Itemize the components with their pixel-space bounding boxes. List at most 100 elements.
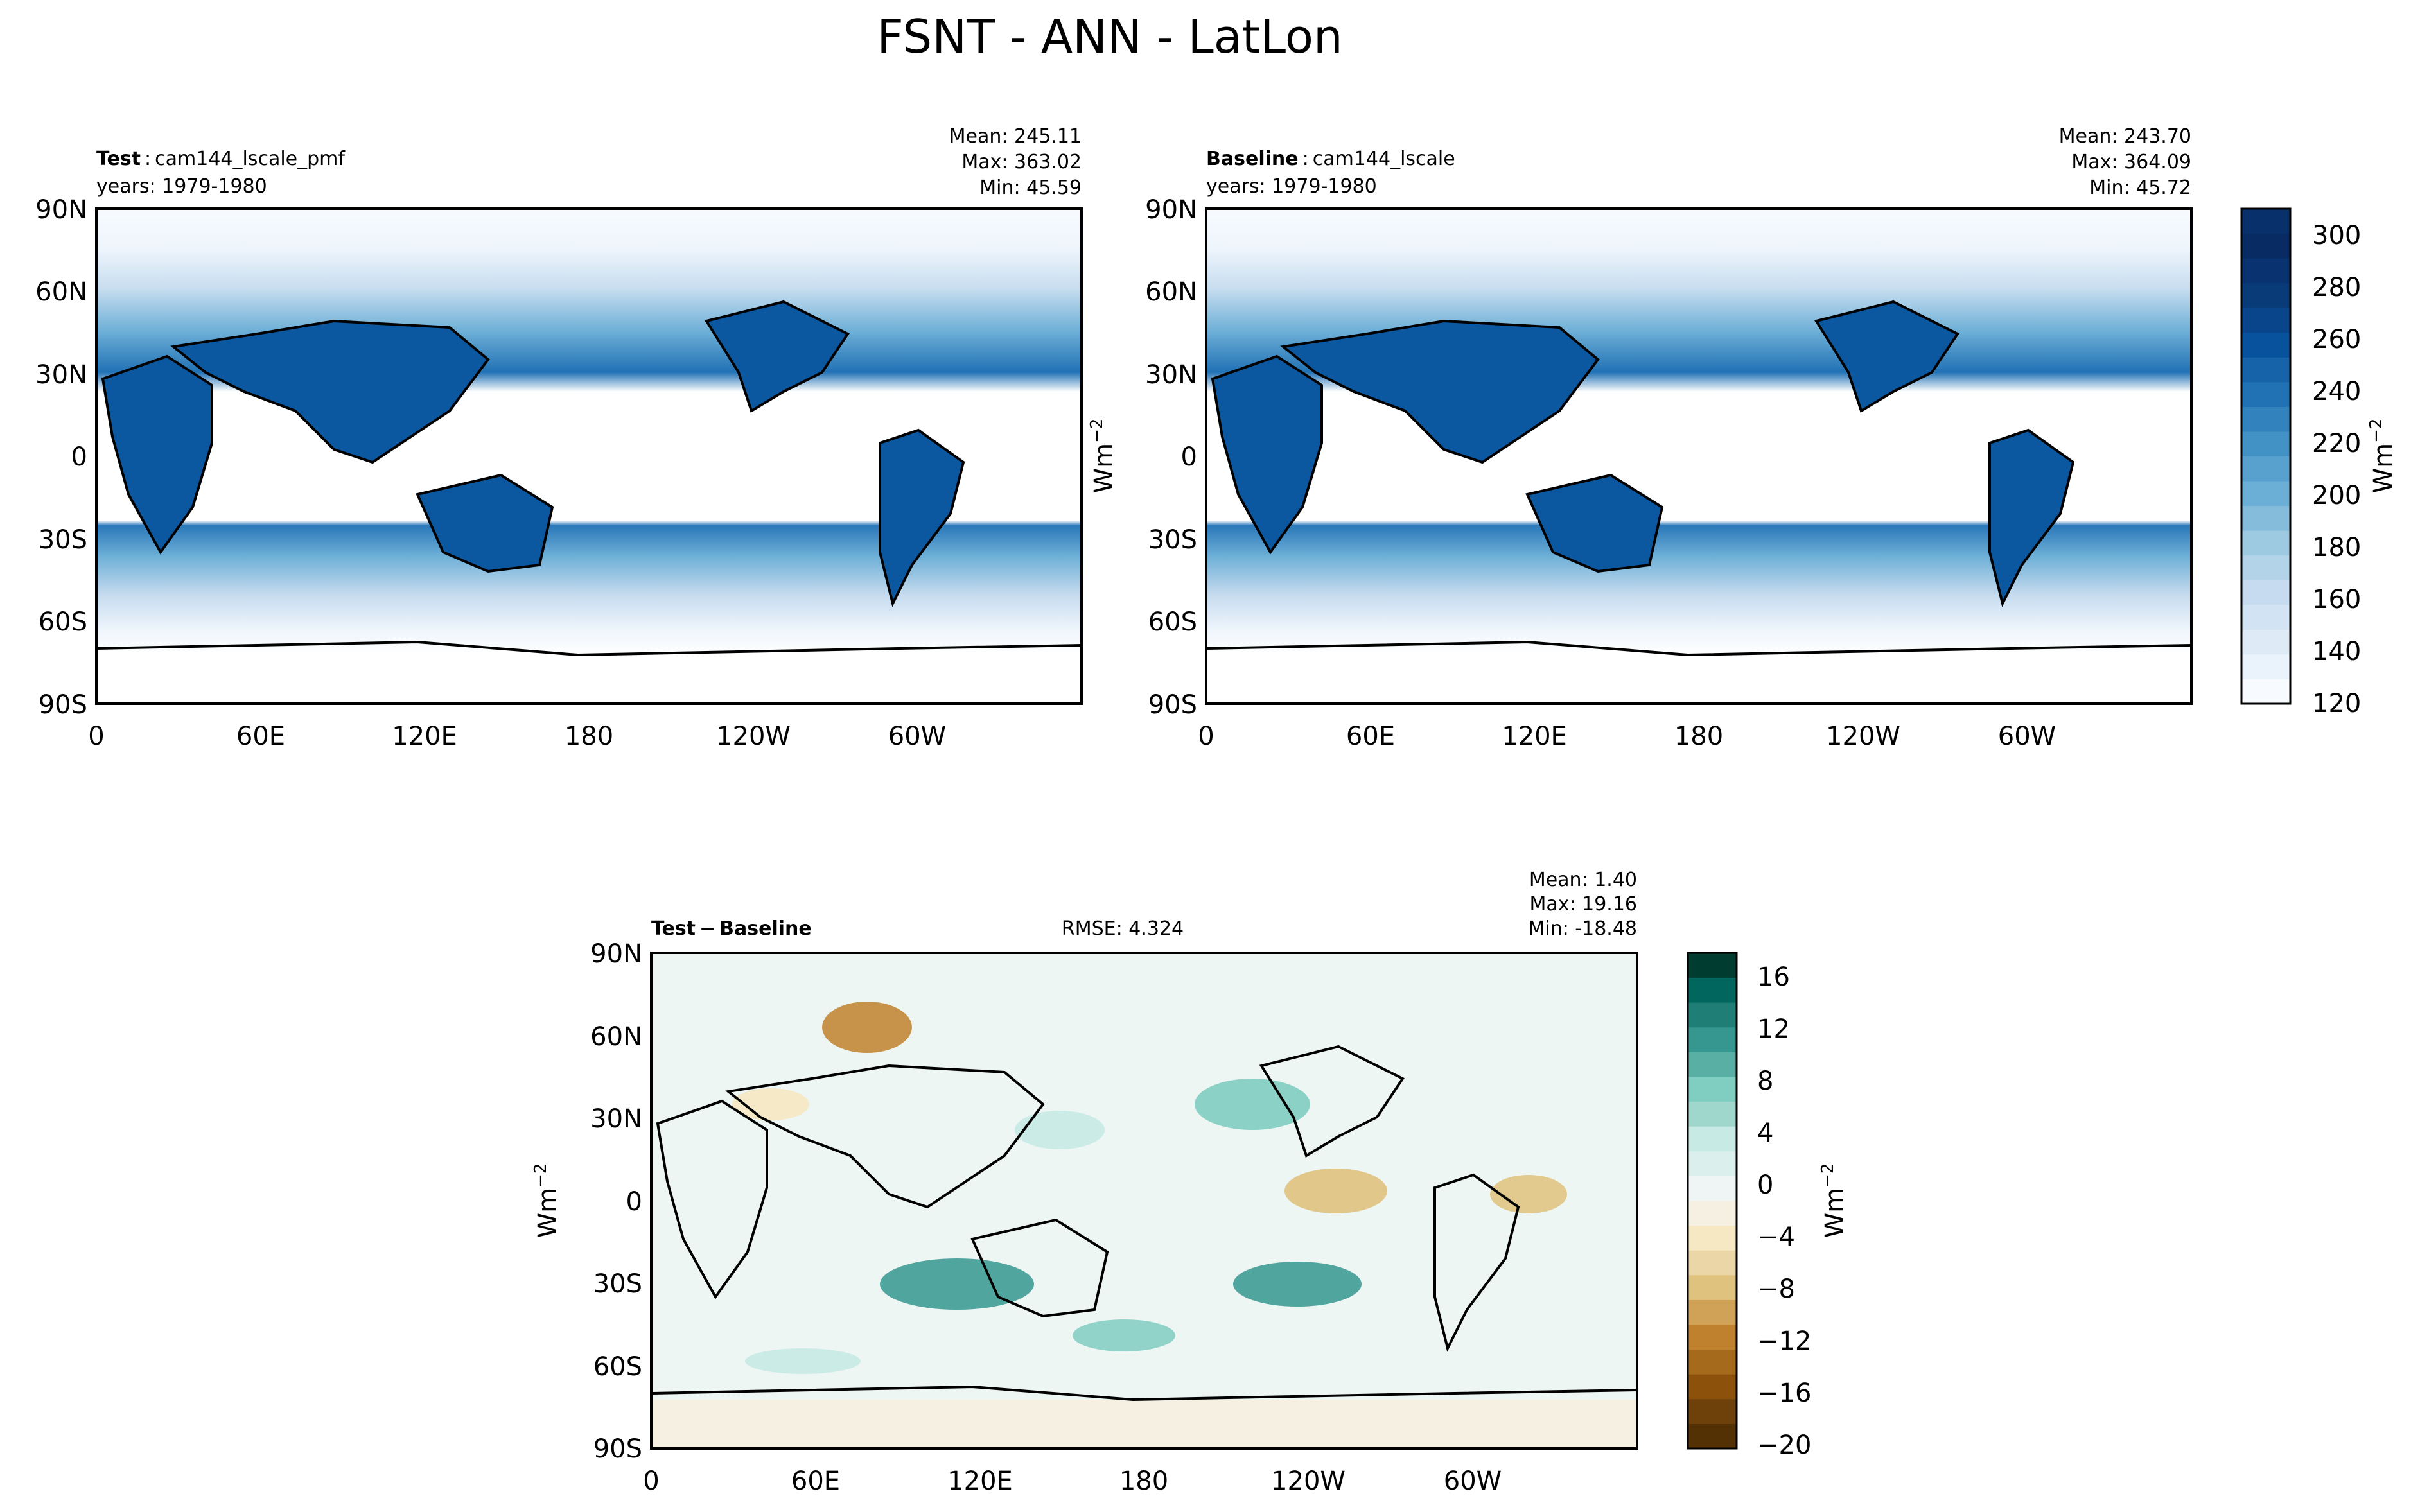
baseline-lat-tick: 60S	[1148, 607, 1197, 637]
diff-colorbar-tick: 4	[1757, 1118, 1773, 1148]
test-min: Min: 45.59	[979, 177, 1082, 199]
baseline-lat-ticks: 90N 60N 30N 0 30S 60S 90S	[1145, 195, 1197, 720]
baseline-lat-tick: 90S	[1148, 690, 1197, 720]
diff-colorbar-bin	[1688, 1398, 1737, 1424]
diff-colorbar-bin	[1688, 1077, 1737, 1102]
diff-colorbar-bin	[1688, 1101, 1737, 1127]
baseline-lat-tick: 30N	[1145, 360, 1197, 390]
baseline-lon-ticks: 0 60E 120E 180 120W 60W	[1198, 722, 2056, 751]
baseline-mean: Mean: 243.70	[2059, 125, 2191, 148]
diff-colorbar-bin	[1688, 953, 1737, 978]
diff-colorbar-bin	[1688, 1325, 1737, 1350]
diff-max: Max: 19.16	[1529, 893, 1637, 916]
baseline-lon-tick: 0	[1198, 722, 1214, 751]
test-mean: Mean: 245.11	[949, 125, 1082, 148]
baseline-years: years: 1979-1980	[1206, 175, 1377, 198]
diff-colorbar: 16 12 8 4 0 −4 −8 −12 −16 −20 Wm−2	[1687, 952, 1850, 1460]
test-lat-ticks: 90N 60N 30N 0 30S 60S 90S	[35, 195, 87, 720]
test-lat-tick: 0	[71, 442, 87, 472]
test-lon-tick: 60W	[888, 722, 946, 751]
baseline-map-frame	[1205, 207, 2193, 705]
test-map-frame	[95, 207, 1083, 705]
diff-colorbar-bin	[1688, 1151, 1737, 1176]
main-colorbar: 300 280 260 240 220 200 180 160 140 120 …	[2240, 207, 2398, 718]
main-colorbar-bin	[2241, 530, 2290, 556]
diff-label-a: Test	[651, 917, 696, 940]
diff-mean: Mean: 1.40	[1529, 869, 1637, 891]
test-label: Test	[96, 148, 141, 170]
diff-units-label: Wm−2	[531, 1163, 563, 1238]
main-colorbar-bin	[2241, 580, 2290, 605]
diff-colorbar-bin	[1688, 1052, 1737, 1077]
test-name: cam144_lscale_pmf	[155, 148, 346, 170]
main-colorbar-bin	[2241, 209, 2290, 234]
main-colorbar-bin	[2241, 431, 2290, 456]
diff-lat-ticks: 90N 60N 30N 0 30S 60S 90S	[590, 939, 642, 1464]
test-lon-tick: 60E	[236, 722, 285, 751]
main-colorbar-bin	[2241, 308, 2290, 333]
diff-panel: Test − Baseline RMSE: 4.324 Mean: 1.40 Max…	[531, 869, 1638, 1496]
diff-lat-tick: 90S	[593, 1434, 642, 1464]
baseline-panel: Baseline: cam144_lscale years: 1979-1980 …	[1145, 125, 2193, 751]
main-colorbar-tick: 240	[2312, 377, 2361, 406]
baseline-min: Min: 45.72	[2089, 177, 2191, 199]
test-lat-tick: 90N	[35, 195, 87, 225]
main-colorbar-bin	[2241, 505, 2290, 531]
diff-lat-tick: 60S	[593, 1352, 642, 1382]
diff-colorbar-bin	[1688, 1176, 1737, 1201]
main-colorbar-units: Wm−2	[2367, 419, 2398, 494]
baseline-lat-tick: 90N	[1145, 195, 1197, 225]
diff-colorbar-tick: −8	[1757, 1274, 1795, 1304]
main-colorbar-tick: 140	[2312, 637, 2361, 666]
main-colorbar-bin	[2241, 629, 2290, 655]
test-lat-tick: 30N	[35, 360, 87, 390]
diff-colorbar-tick: −12	[1757, 1326, 1811, 1356]
test-max: Max: 363.02	[961, 151, 1082, 173]
main-colorbar-tick: 220	[2312, 429, 2361, 458]
main-colorbar-bin	[2241, 654, 2290, 679]
diff-colorbar-tick: 8	[1757, 1066, 1773, 1096]
diff-continents	[651, 1045, 1638, 1402]
test-lat-tick: 30S	[39, 525, 87, 555]
main-colorbar-bin	[2241, 604, 2290, 630]
diff-blobs	[651, 1002, 1637, 1448]
diff-colorbar-bin	[1688, 977, 1737, 1003]
main-colorbar-tick: 280	[2312, 273, 2361, 302]
diff-lat-tick: 30S	[593, 1269, 642, 1299]
diff-lon-tick: 60W	[1444, 1466, 1502, 1496]
main-colorbar-tick: 120	[2312, 689, 2361, 718]
baseline-lat-tick: 30S	[1148, 525, 1197, 555]
test-lon-tick: 180	[565, 722, 613, 751]
diff-colorbar-bin	[1688, 1027, 1737, 1052]
svg-text:Baseline:cam144_lscale: Baseline: cam144_lscale	[1206, 148, 1455, 170]
main-colorbar-bin	[2241, 282, 2290, 308]
test-lat-tick: 60N	[35, 277, 87, 307]
diff-label-b: Baseline	[719, 917, 812, 940]
test-lat-tick: 90S	[39, 690, 87, 720]
svg-text:Test:cam144_lscale_pmf: Test: cam144_lscale_pmf	[96, 148, 346, 170]
baseline-lon-tick: 180	[1674, 722, 1723, 751]
main-colorbar-bin	[2241, 357, 2290, 383]
baseline-lat-tick: 0	[1181, 442, 1197, 472]
diff-colorbar-bin	[1688, 1274, 1737, 1300]
test-years: years: 1979-1980	[96, 175, 267, 198]
diff-colorbar-bin	[1688, 1250, 1737, 1276]
test-lat-tick: 60S	[39, 607, 87, 637]
test-lon-tick: 0	[88, 722, 104, 751]
baseline-antarctica	[1206, 640, 2192, 657]
main-colorbar-tick: 160	[2312, 585, 2361, 614]
main-colorbar-tick: 200	[2312, 481, 2361, 510]
diff-lat-tick: 90N	[590, 939, 642, 969]
baseline-lon-tick: 120W	[1826, 722, 1900, 751]
diff-colorbar-units: Wm−2	[1818, 1163, 1850, 1238]
diff-colorbar-bin	[1688, 1002, 1737, 1028]
top-units-label: Wm−2	[1087, 419, 1119, 494]
baseline-lon-tick: 60E	[1346, 722, 1395, 751]
baseline-lon-tick: 60W	[1998, 722, 2056, 751]
main-colorbar-bin	[2241, 555, 2290, 580]
figure-title: FSNT - ANN - LatLon	[877, 10, 1342, 64]
diff-colorbar-tick: −16	[1757, 1378, 1811, 1408]
main-colorbar-tick: 300	[2312, 221, 2361, 250]
diff-lon-tick: 60E	[791, 1466, 840, 1496]
